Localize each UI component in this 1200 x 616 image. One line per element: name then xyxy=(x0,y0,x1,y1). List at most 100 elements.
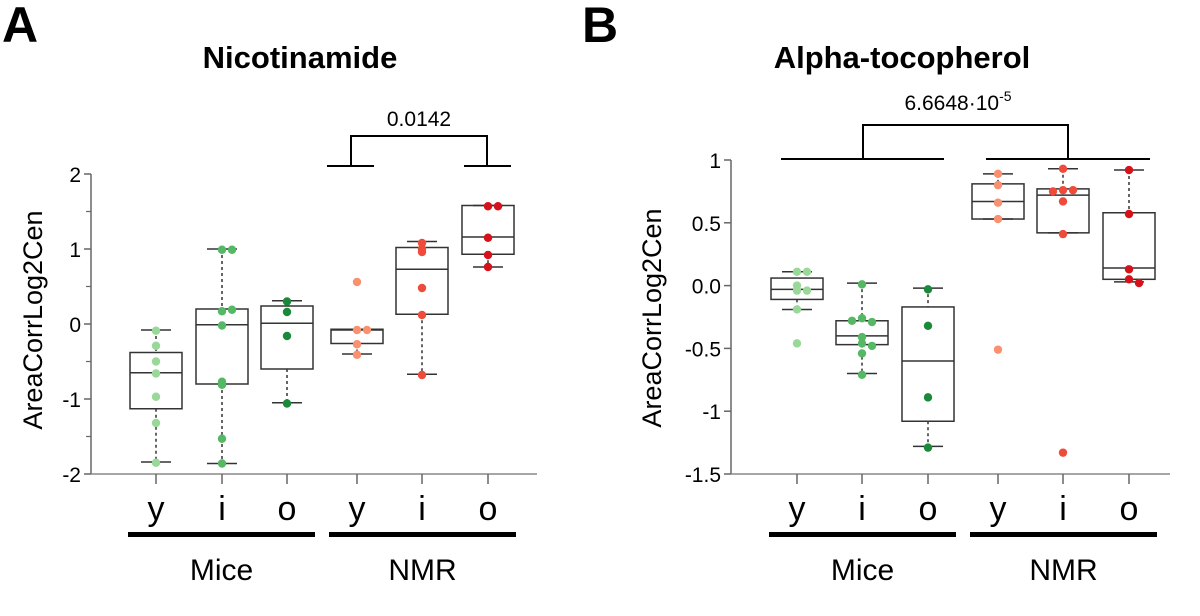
data-point xyxy=(227,305,237,314)
data-point xyxy=(847,316,857,325)
group-label: Mice xyxy=(190,554,253,587)
y-axis-label-b: AreaCorrLog2Cen xyxy=(637,208,667,427)
data-point xyxy=(151,341,161,350)
data-point xyxy=(923,443,933,452)
data-point xyxy=(867,317,877,327)
data-point xyxy=(417,310,427,320)
data-point xyxy=(493,202,503,211)
y-tick-label: 2 xyxy=(69,164,81,187)
box xyxy=(395,246,449,315)
data-point xyxy=(483,202,493,211)
y-tick-label: -2 xyxy=(62,464,81,487)
y-tick-label: -0.5 xyxy=(685,338,721,361)
data-point xyxy=(217,307,227,316)
data-point xyxy=(352,325,362,335)
y-tick-label: -1 xyxy=(62,389,81,412)
y-tick-label: -1 xyxy=(702,401,721,424)
x-tick-label: y xyxy=(789,490,806,528)
x-tick-label: i xyxy=(218,490,226,528)
data-point xyxy=(792,305,802,314)
data-point xyxy=(217,321,227,330)
box xyxy=(901,306,955,422)
y-axis-label-a: AreaCorrLog2Cen xyxy=(18,210,48,429)
data-point xyxy=(993,345,1003,354)
data-point xyxy=(857,339,867,348)
group-bar xyxy=(329,532,516,537)
data-point xyxy=(1124,265,1134,274)
data-point xyxy=(151,369,161,378)
data-point xyxy=(802,286,812,295)
data-point xyxy=(1124,275,1134,284)
x-tick-label: y xyxy=(349,490,366,528)
box xyxy=(461,204,515,255)
x-tick-label: y xyxy=(990,490,1007,528)
data-point xyxy=(151,418,161,428)
data-point xyxy=(792,286,802,295)
data-point xyxy=(483,262,493,272)
data-point xyxy=(282,331,292,341)
data-point xyxy=(417,370,427,380)
box xyxy=(195,308,249,385)
group-bar xyxy=(970,532,1157,537)
data-point xyxy=(282,307,292,317)
group-label: NMR xyxy=(1029,554,1097,587)
data-point xyxy=(1058,448,1068,457)
x-tick-label: i xyxy=(858,490,866,528)
data-point xyxy=(227,245,237,254)
data-point xyxy=(352,340,362,349)
group-bar xyxy=(769,532,956,537)
data-point xyxy=(993,169,1003,179)
data-point xyxy=(792,339,802,348)
data-point xyxy=(857,332,867,342)
x-tick-label: y xyxy=(148,490,165,528)
data-point xyxy=(857,314,867,323)
data-point xyxy=(151,392,161,401)
chart-title-a: Nicotinamide xyxy=(203,40,398,75)
group-label: NMR xyxy=(388,554,456,587)
data-point xyxy=(802,267,812,276)
data-point xyxy=(1048,187,1058,196)
data-point xyxy=(151,458,161,467)
x-tick-label: i xyxy=(1059,490,1067,528)
data-point xyxy=(1124,209,1134,219)
data-point xyxy=(923,285,933,294)
chart-title-b: Alpha-tocopherol xyxy=(774,40,1031,75)
data-point xyxy=(417,238,427,248)
data-point xyxy=(352,277,362,287)
data-point xyxy=(483,233,493,242)
data-point xyxy=(352,350,362,359)
box xyxy=(129,351,183,410)
data-point xyxy=(1058,164,1068,173)
significance-label-a: 0.0142 xyxy=(387,108,451,131)
x-tick-label: o xyxy=(919,490,938,528)
data-point xyxy=(217,434,227,443)
group-label: Mice xyxy=(831,554,894,587)
data-point xyxy=(417,283,427,293)
data-point xyxy=(483,250,493,260)
box xyxy=(260,305,314,370)
panel-letter-a: A xyxy=(2,0,38,53)
y-tick-label: 1 xyxy=(69,239,81,262)
data-point xyxy=(857,280,867,289)
data-point xyxy=(217,459,227,468)
y-tick-label: 0 xyxy=(69,314,81,337)
significance-label-b: 6.6648·10-5 xyxy=(904,88,1011,115)
data-point xyxy=(993,198,1003,207)
y-tick-label: 0.5 xyxy=(692,213,721,236)
data-point xyxy=(1058,229,1068,239)
data-point xyxy=(217,377,227,386)
data-point xyxy=(362,325,372,335)
data-point xyxy=(993,180,1003,190)
data-point xyxy=(1058,185,1068,195)
data-point xyxy=(1124,165,1134,175)
data-point xyxy=(417,244,427,254)
data-point xyxy=(867,341,877,351)
data-point xyxy=(151,357,161,366)
data-point xyxy=(1134,278,1144,288)
data-point xyxy=(993,214,1003,224)
data-point xyxy=(857,370,867,379)
group-bar xyxy=(128,532,315,537)
y-tick-label: -1.5 xyxy=(685,464,721,487)
y-tick-label: 1 xyxy=(709,150,721,173)
